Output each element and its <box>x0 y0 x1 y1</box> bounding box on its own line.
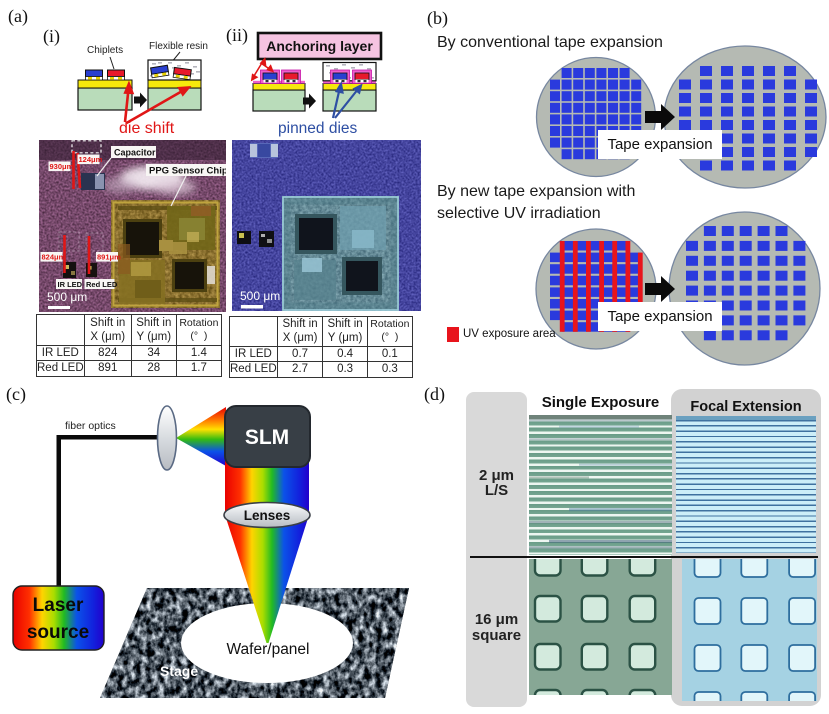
svg-text:PPG Sensor Chip: PPG Sensor Chip <box>149 166 226 177</box>
svg-text:IR LED: IR LED <box>58 280 83 289</box>
svg-text:930μm: 930μm <box>50 162 74 171</box>
svg-text:Laser: Laser <box>33 595 84 616</box>
svg-text:124μm: 124μm <box>79 155 103 164</box>
svg-text:Capacitor: Capacitor <box>114 148 156 158</box>
svg-text:Stage: Stage <box>160 663 198 679</box>
svg-text:500 μm: 500 μm <box>240 289 280 303</box>
svg-text:SLM: SLM <box>245 426 289 449</box>
svg-text:500 μm: 500 μm <box>47 290 87 304</box>
svg-text:Red LED: Red LED <box>86 280 118 289</box>
svg-text:Wafer/panel: Wafer/panel <box>227 641 310 658</box>
svg-text:source: source <box>27 622 89 643</box>
svg-text:Lenses: Lenses <box>244 508 291 523</box>
svg-text:891μm: 891μm <box>97 253 121 262</box>
svg-text:824μm: 824μm <box>42 253 66 262</box>
